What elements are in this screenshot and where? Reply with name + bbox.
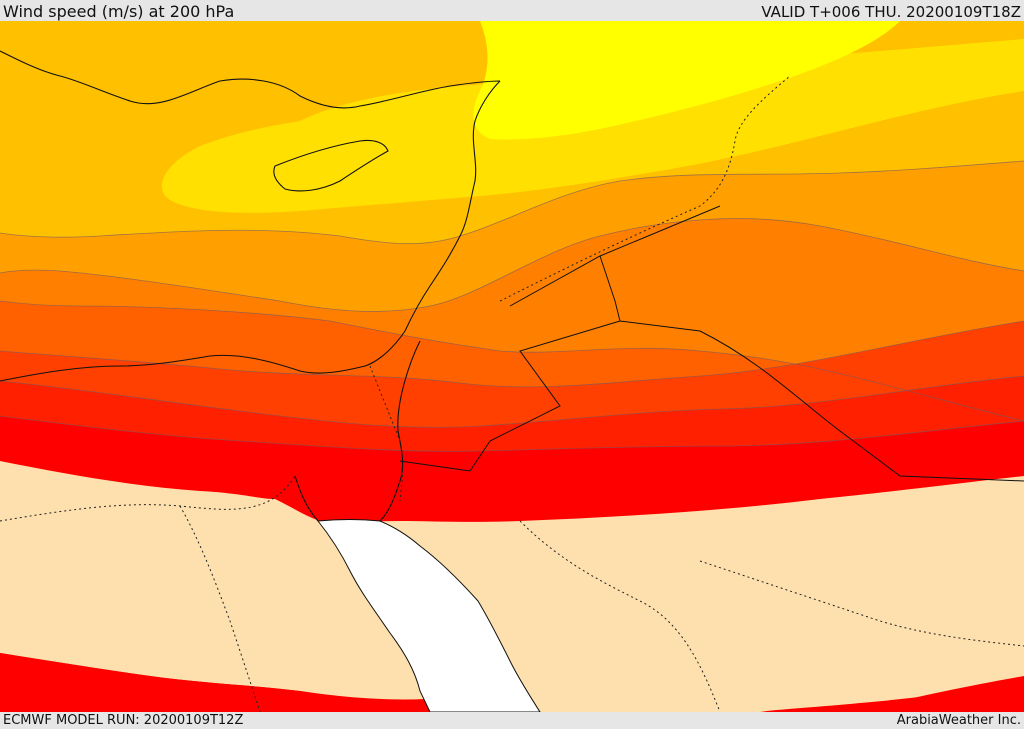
band-yellow bbox=[473, 21, 900, 140]
map-title: Wind speed (m/s) at 200 hPa bbox=[3, 2, 235, 21]
band-red-south-east bbox=[850, 676, 1024, 712]
red-sea bbox=[317, 519, 541, 712]
model-run: ECMWF MODEL RUN: 20200109T12Z bbox=[3, 713, 244, 728]
map-header: Wind speed (m/s) at 200 hPa VALID T+006 … bbox=[0, 0, 1024, 21]
band-light-low bbox=[0, 461, 1024, 712]
map-footer: ECMWF MODEL RUN: 20200109T12Z ArabiaWeat… bbox=[0, 712, 1024, 729]
national-borders bbox=[399, 205, 1024, 482]
borders bbox=[0, 75, 1024, 712]
band-red-south bbox=[0, 653, 410, 712]
cyprus bbox=[273, 139, 389, 192]
wind-speed-map[interactable] bbox=[0, 21, 1024, 712]
coastlines bbox=[0, 50, 501, 522]
credit-label: ArabiaWeather Inc. bbox=[896, 713, 1021, 728]
valid-time: VALID T+006 THU. 20200109T18Z bbox=[761, 3, 1021, 21]
